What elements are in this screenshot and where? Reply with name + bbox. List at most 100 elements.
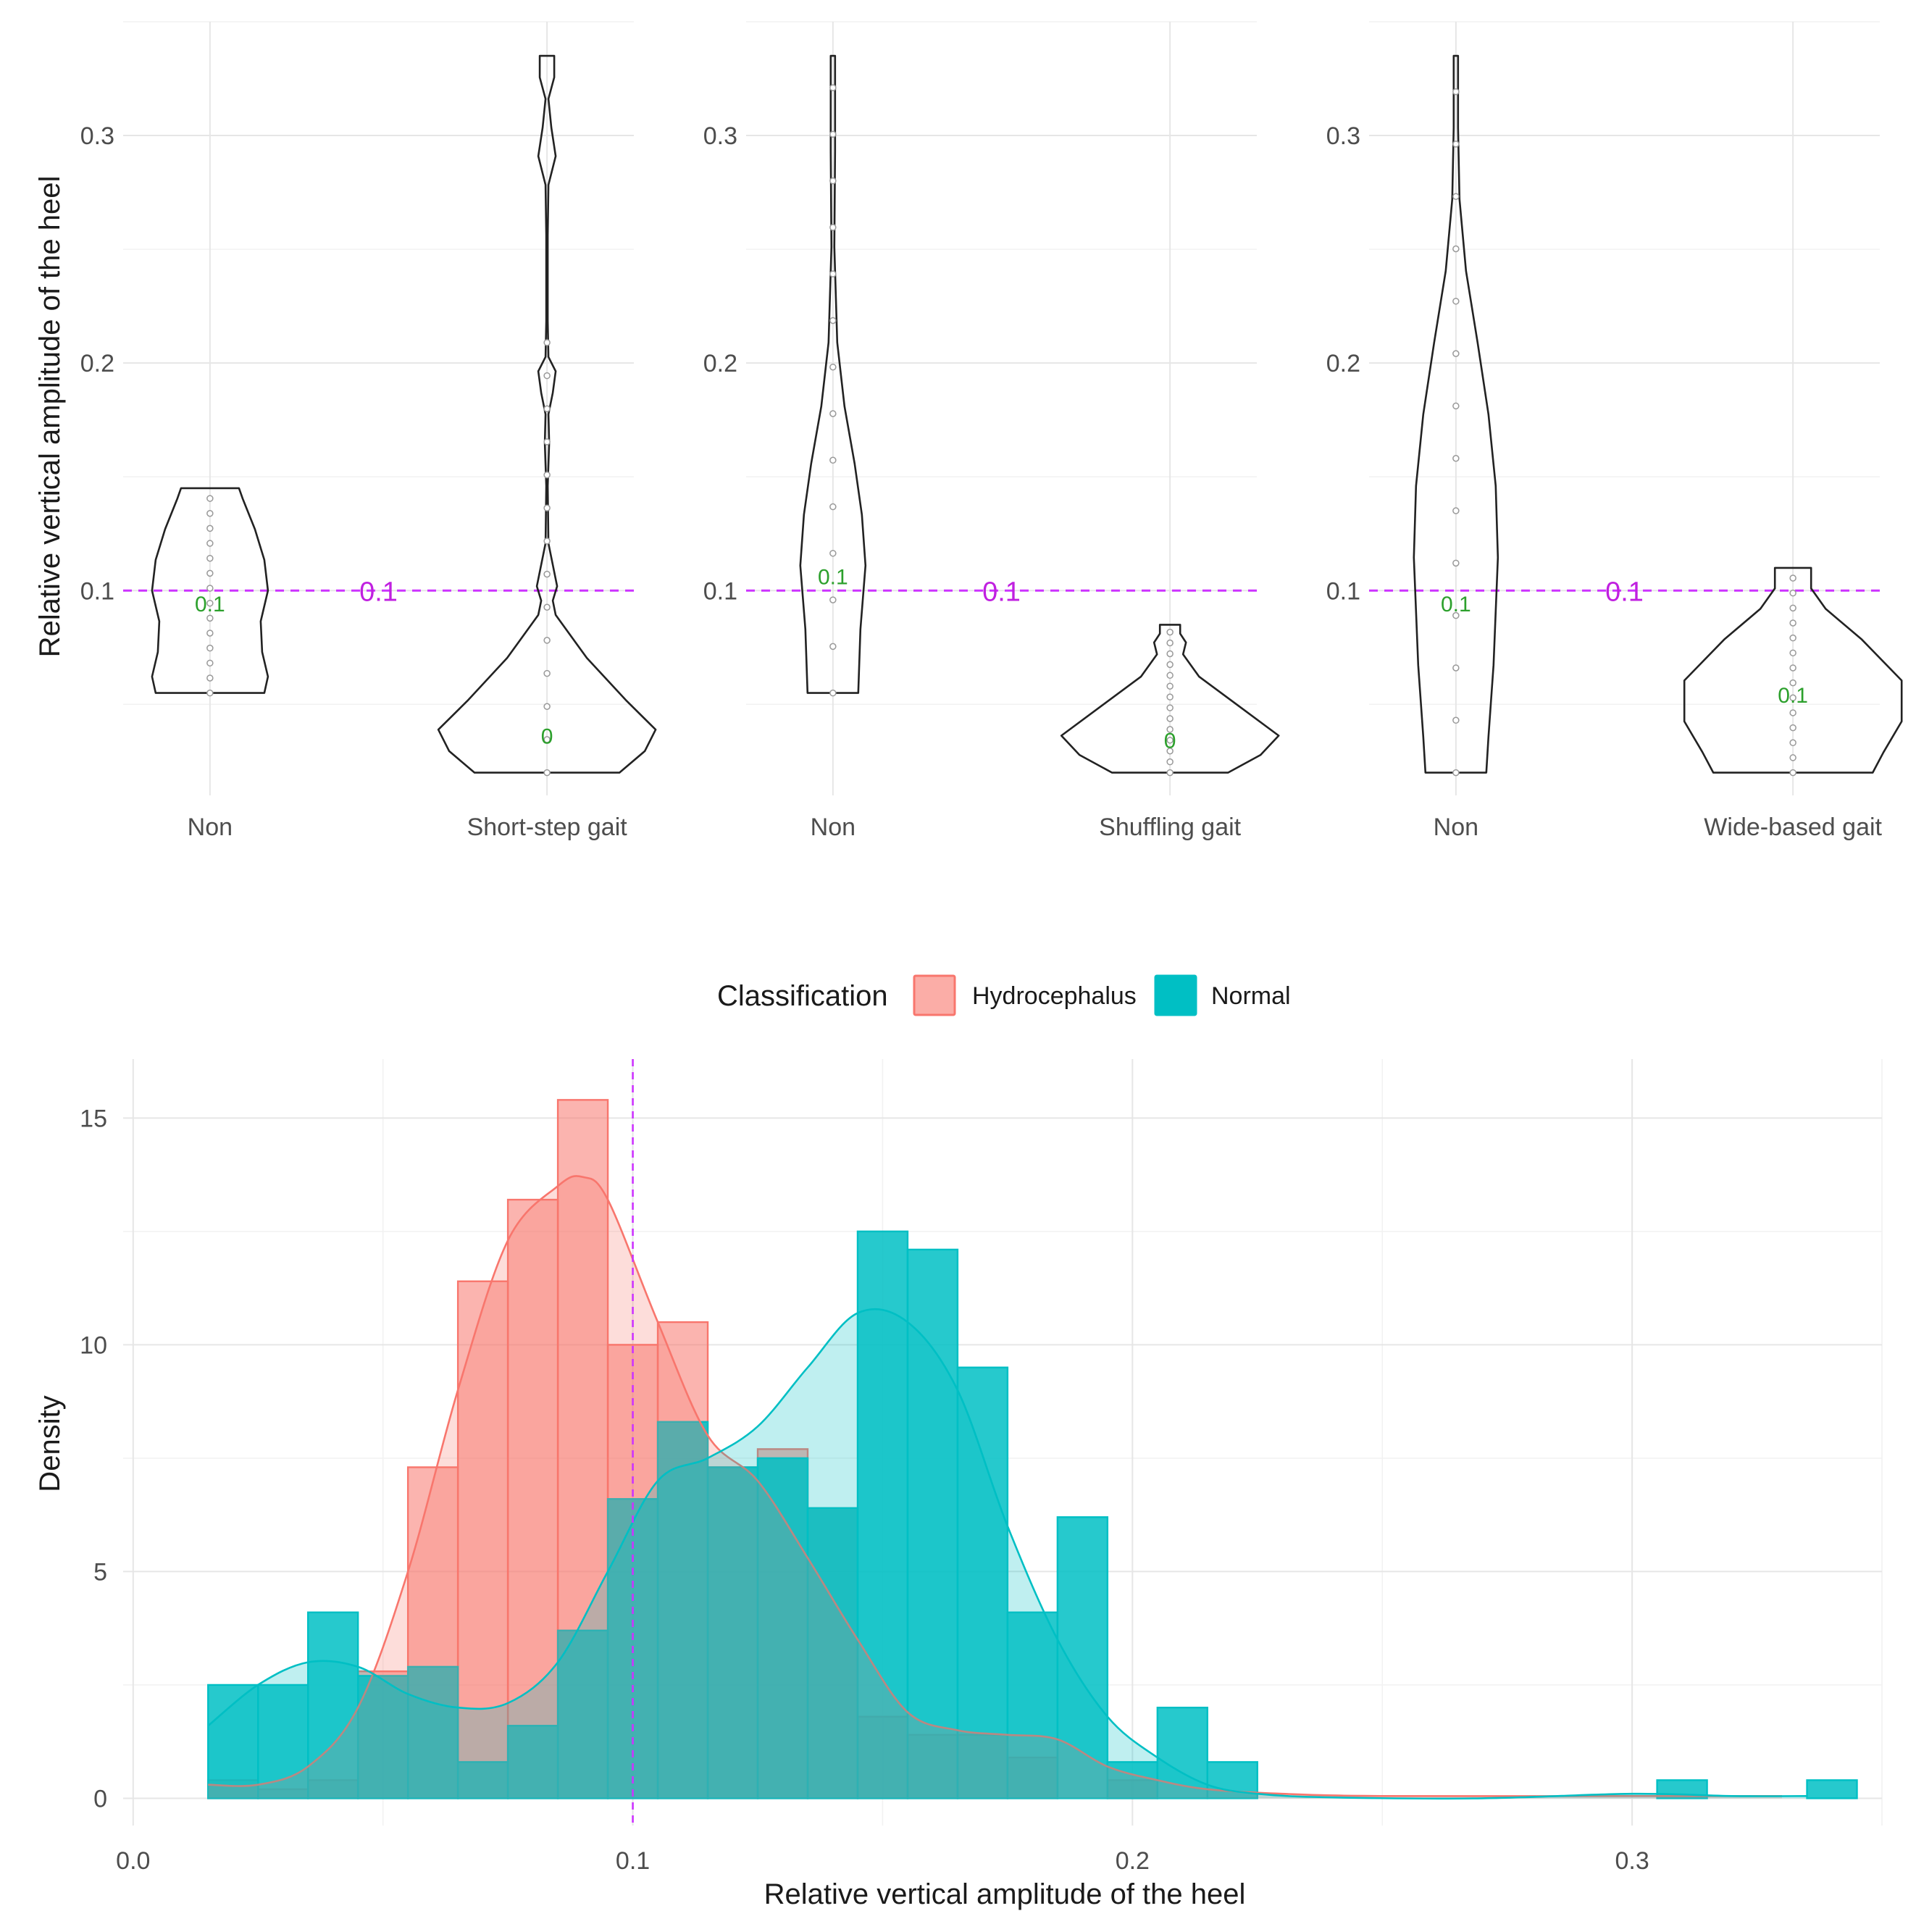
violin-y-tick-label: 0.2	[80, 350, 114, 377]
x-tick-label: 0.3	[1615, 1847, 1649, 1875]
histogram-panel: 0.0 0.1 0.2 0.3 0 5 10 15	[80, 1059, 1883, 1875]
bar-normal	[1156, 1707, 1209, 1799]
violin-panel-1: 0.1 0.2 0.3 0.1 0.1 Non 0 Short-step gait	[80, 54, 657, 841]
violin-point	[543, 769, 551, 777]
violin-point	[206, 614, 214, 622]
threshold-label: 0.1	[1605, 577, 1644, 607]
violin-point	[829, 177, 837, 185]
violin-point	[1166, 650, 1174, 658]
violin-short-step-gait	[437, 54, 657, 774]
violin-point	[829, 270, 837, 277]
violin-y-axis-title: Relative vertical amplitude of the heel	[34, 176, 66, 658]
violin-non	[799, 54, 867, 694]
violin-point	[829, 643, 837, 651]
violin-point	[1166, 682, 1174, 690]
violin-point	[543, 438, 551, 446]
violin-median-label: 0.1	[195, 593, 225, 616]
density-area-hydrocephalus	[208, 1176, 1783, 1799]
bar-normal	[506, 1725, 559, 1799]
violin-point	[206, 524, 214, 532]
violin-point	[1452, 507, 1460, 514]
violin-point	[206, 495, 214, 502]
violin-panel-2: 0.1 0.2 0.3 0.1 0.1 Non 0 Shuffling gait	[703, 54, 1280, 841]
violin-point	[1789, 619, 1796, 627]
violin-point	[1789, 664, 1796, 672]
bar-hydrocephalus	[456, 1280, 509, 1799]
violin-x-tick-label: Non	[811, 814, 855, 841]
violin-median-label: 0.1	[818, 565, 848, 589]
violin-point	[1452, 298, 1460, 305]
violin-point	[1166, 639, 1174, 647]
violin-point	[206, 509, 214, 517]
violin-point	[1452, 559, 1460, 567]
violin-point	[1166, 693, 1174, 701]
bar-normal	[656, 1421, 709, 1799]
violin-x-tick-label: Wide-based gait	[1704, 814, 1882, 841]
violin-point	[1452, 193, 1460, 200]
violin-point	[1789, 574, 1796, 582]
violin-y-tick-label: 0.2	[1326, 350, 1360, 377]
violin-x-tick-label: Non	[1434, 814, 1478, 841]
violin-y-tick-label: 0.3	[80, 122, 114, 150]
violin-point	[543, 504, 551, 511]
violin-point	[1452, 141, 1460, 148]
legend: Classification Hydrocephalus Normal	[717, 974, 1291, 1016]
violin-point	[1166, 715, 1174, 722]
violin-gridlines	[123, 21, 1880, 795]
violin-point	[206, 540, 214, 547]
violin-point	[1789, 694, 1796, 702]
violin-point	[206, 554, 214, 562]
violin-x-tick-label: Shuffling gait	[1099, 814, 1242, 841]
violin-point	[1452, 611, 1460, 619]
violin-point	[206, 630, 214, 637]
violin-point	[1452, 716, 1460, 724]
violin-wide-based-gait	[1683, 566, 1903, 774]
violin-point	[543, 339, 551, 346]
violin-point	[206, 569, 214, 577]
legend-label-normal: Normal	[1211, 982, 1291, 1010]
violin-point	[1789, 769, 1796, 777]
violin-point	[206, 659, 214, 667]
violin-point	[1452, 664, 1460, 672]
legend-label-hydrocephalus: Hydrocephalus	[972, 982, 1137, 1010]
bar-normal	[307, 1611, 359, 1799]
bar-normal	[556, 1629, 609, 1799]
violin-point	[829, 689, 837, 697]
bars-normal	[207, 1230, 1858, 1799]
x-tick-label: 0.2	[1116, 1847, 1150, 1875]
violin-point	[1789, 739, 1796, 747]
violin-point	[1166, 747, 1174, 755]
violin-point	[543, 538, 551, 545]
x-tick-label: 0.0	[116, 1847, 150, 1875]
threshold-label: 0.1	[359, 577, 398, 607]
violin-y-tick-label: 0.1	[703, 577, 737, 605]
y-tick-label: 15	[80, 1105, 107, 1132]
violin-point	[1789, 679, 1796, 687]
violin-point	[1166, 704, 1174, 711]
violin-point	[206, 674, 214, 682]
violin-point	[1789, 634, 1796, 642]
histogram-x-axis-title: Relative vertical amplitude of the heel	[764, 1878, 1246, 1910]
violin-point	[829, 410, 837, 417]
violin-point	[1166, 737, 1174, 744]
violin-point	[1789, 604, 1796, 612]
violin-point	[543, 703, 551, 711]
violin-point	[829, 84, 837, 91]
violin-non	[151, 487, 269, 694]
bar-normal	[906, 1248, 959, 1799]
violin-point	[543, 405, 551, 412]
bar-normal	[1106, 1761, 1159, 1799]
violin-point	[543, 372, 551, 380]
bar-normal	[456, 1761, 509, 1799]
violin-point	[1452, 245, 1460, 253]
y-tick-label: 10	[80, 1331, 107, 1359]
violin-point	[1789, 709, 1796, 716]
violin-point	[543, 669, 551, 677]
violin-point	[206, 644, 214, 652]
violin-point	[1452, 769, 1460, 777]
x-tick-label: 0.1	[616, 1847, 650, 1875]
violin-point	[829, 596, 837, 603]
violin-y-tick-label: 0.1	[80, 577, 114, 605]
threshold-label: 0.1	[982, 577, 1021, 607]
